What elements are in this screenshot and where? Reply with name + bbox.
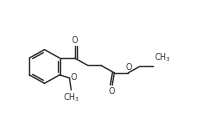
- Text: O: O: [109, 87, 115, 96]
- Text: CH$_3$: CH$_3$: [154, 52, 171, 64]
- Text: CH$_3$: CH$_3$: [63, 91, 80, 104]
- Text: O: O: [71, 36, 78, 45]
- Text: O: O: [71, 73, 77, 82]
- Text: O: O: [125, 63, 131, 72]
